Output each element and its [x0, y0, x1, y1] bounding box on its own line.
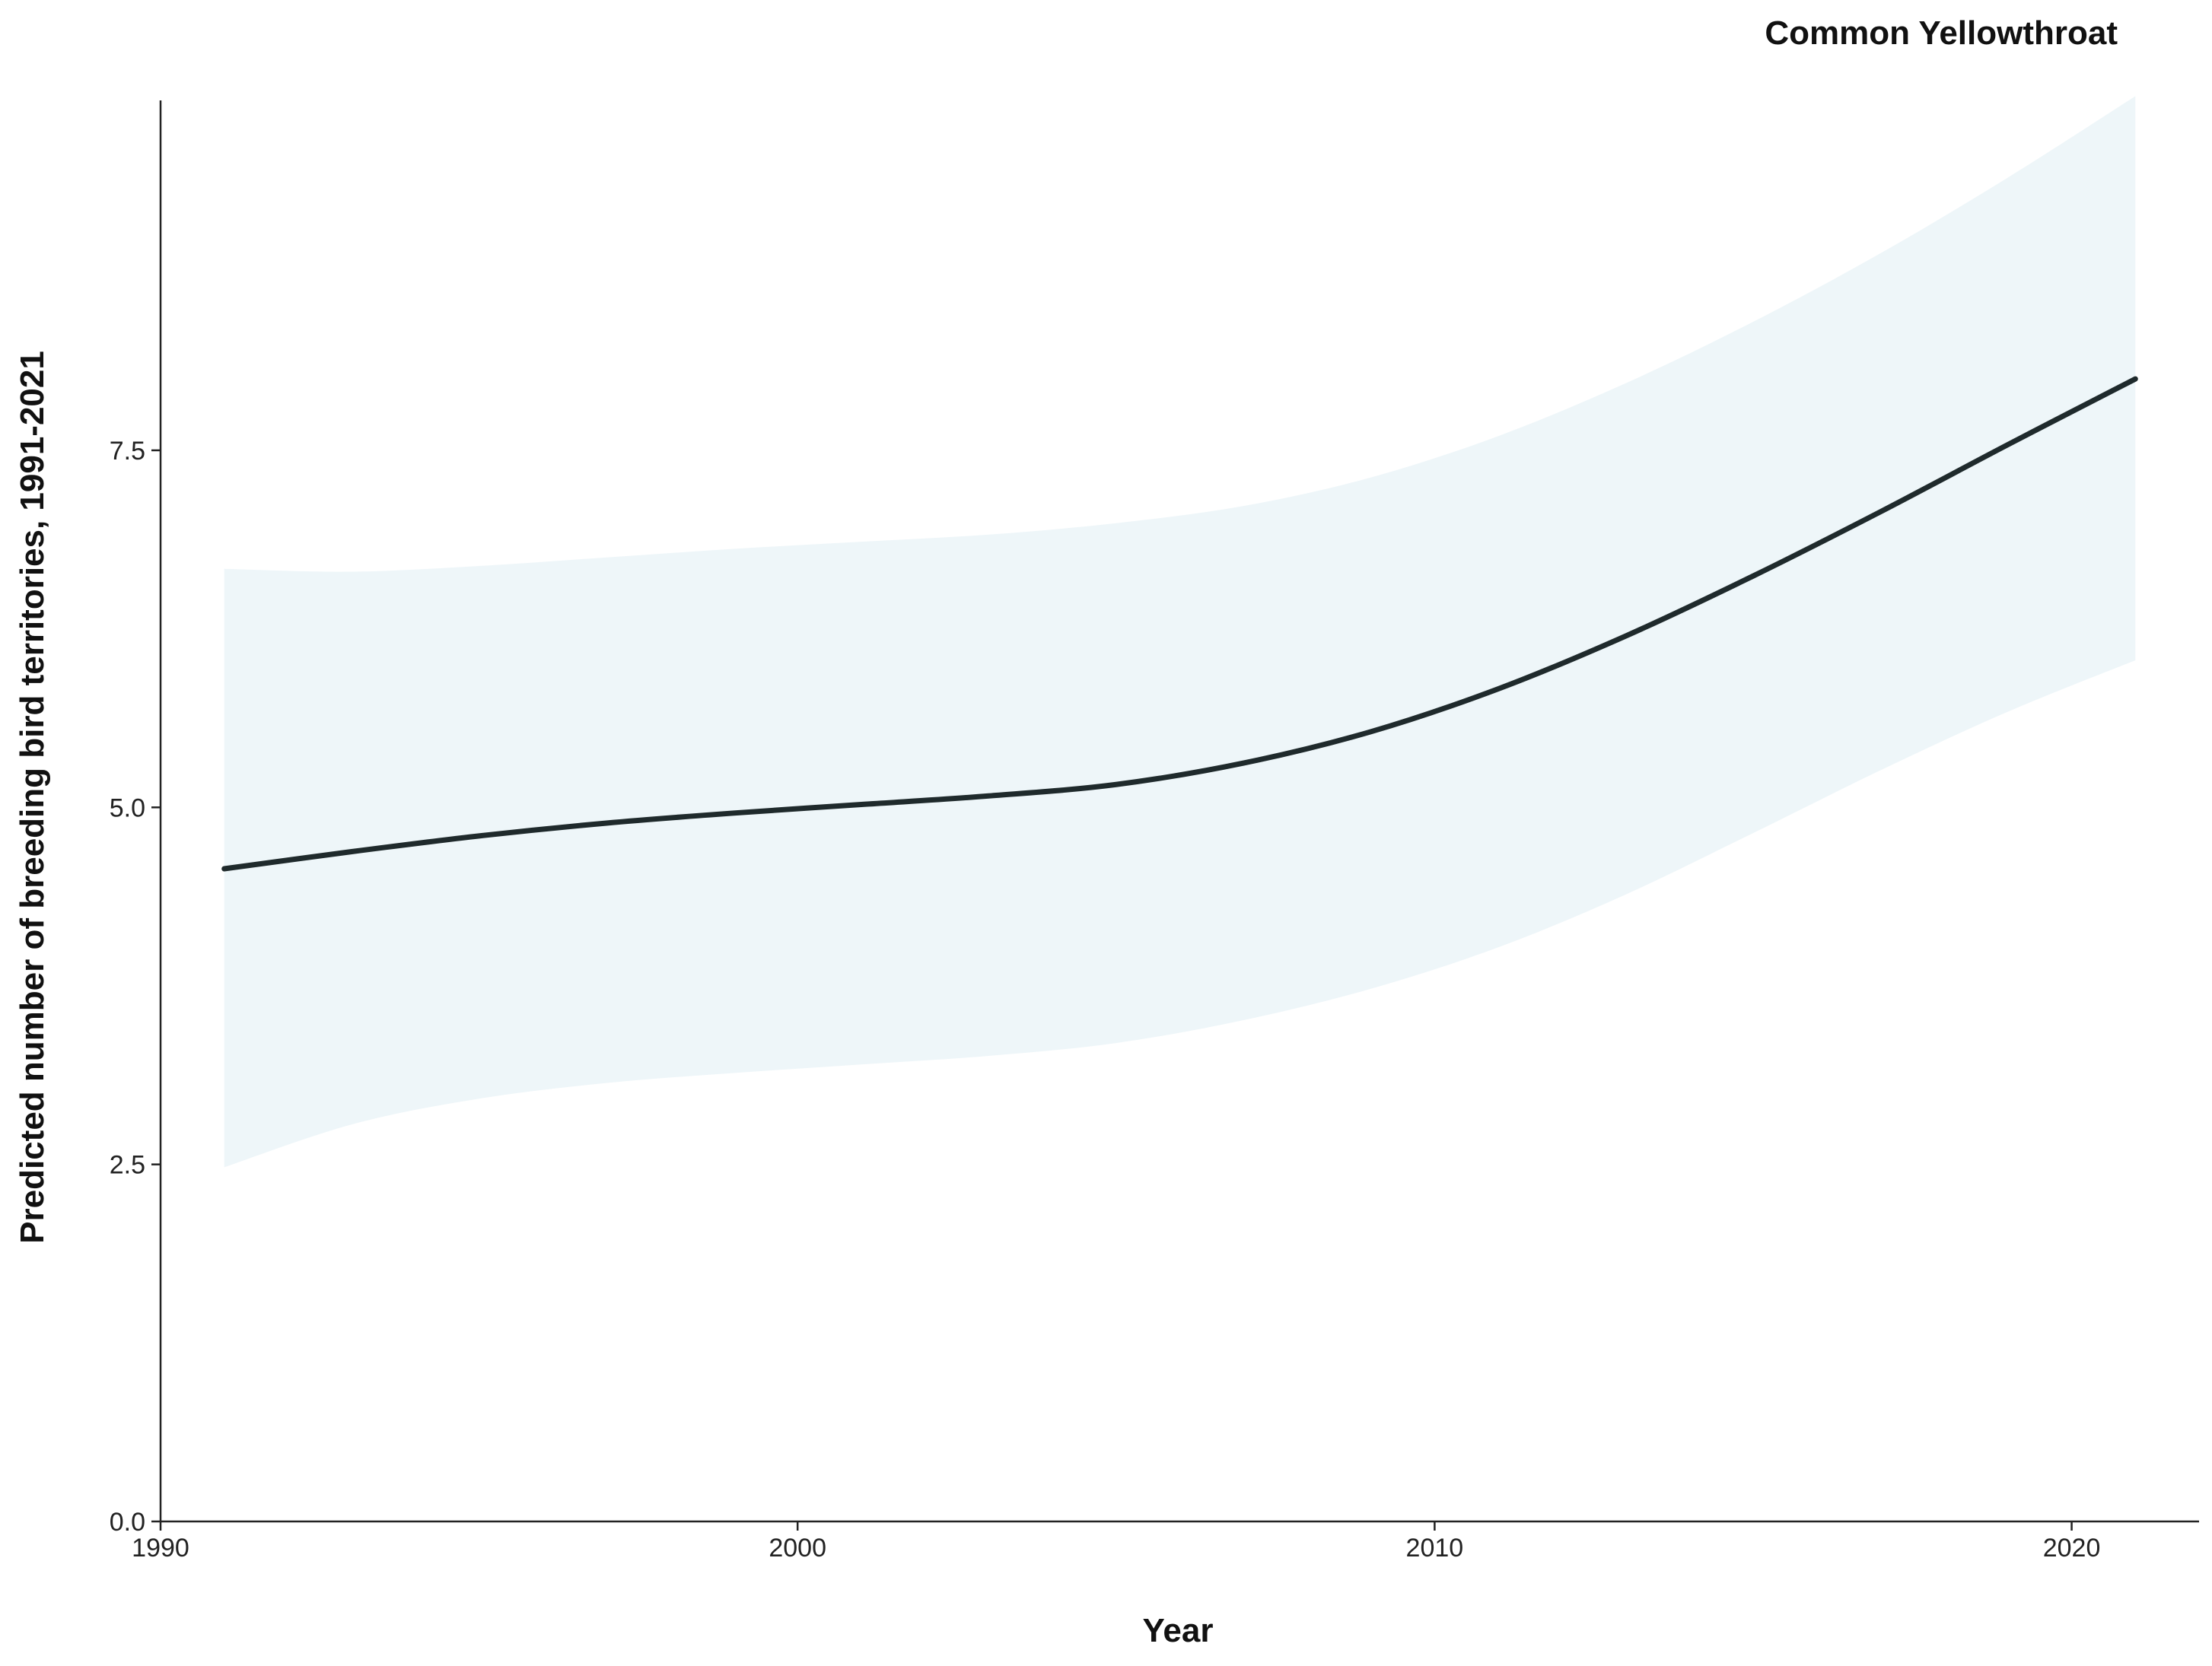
y-tick-label: 5.0: [110, 793, 145, 822]
axes-layer: [159, 100, 2199, 1523]
y-tick-label: 0.0: [110, 1508, 145, 1537]
ticks-layer: 1990 2000 2010 2020 0.0 2.5 5.0 7.5: [110, 437, 2101, 1563]
y-axis-title: Predicted number of breeding bird territ…: [14, 351, 51, 1244]
x-tick-label: 2010: [1406, 1534, 1464, 1563]
confidence-band: [224, 96, 2136, 1168]
confidence-band-layer: [224, 96, 2136, 1168]
x-tick-label: 2020: [2043, 1534, 2101, 1563]
trend-line: [221, 376, 2138, 872]
y-tick-label: 2.5: [110, 1151, 145, 1180]
x-tick-label: 1990: [132, 1534, 189, 1563]
x-tick-label: 2000: [769, 1534, 826, 1563]
chart-title: Common Yellowthroat: [1765, 14, 2118, 52]
trend-line-layer: [221, 376, 2138, 872]
x-axis-title: Year: [1143, 1612, 1214, 1649]
y-tick-label: 7.5: [110, 437, 145, 466]
